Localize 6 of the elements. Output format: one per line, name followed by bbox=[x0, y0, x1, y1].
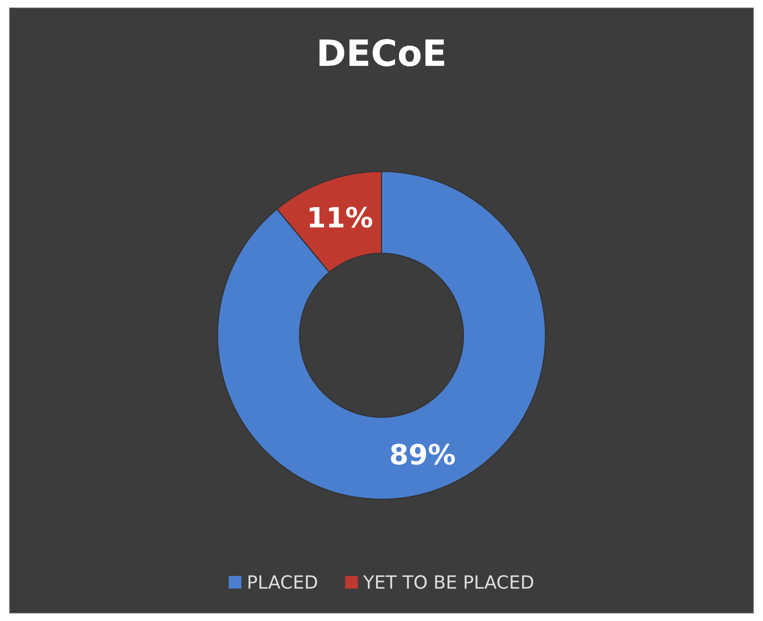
legend-label: PLACED bbox=[248, 575, 318, 589]
data-label: 11% bbox=[310, 206, 372, 228]
donut-slice bbox=[217, 170, 546, 500]
legend-label: YET TO BE PLACED bbox=[363, 575, 534, 589]
data-label: 89% bbox=[390, 444, 455, 465]
chart-title: DECoE bbox=[320, 39, 444, 66]
